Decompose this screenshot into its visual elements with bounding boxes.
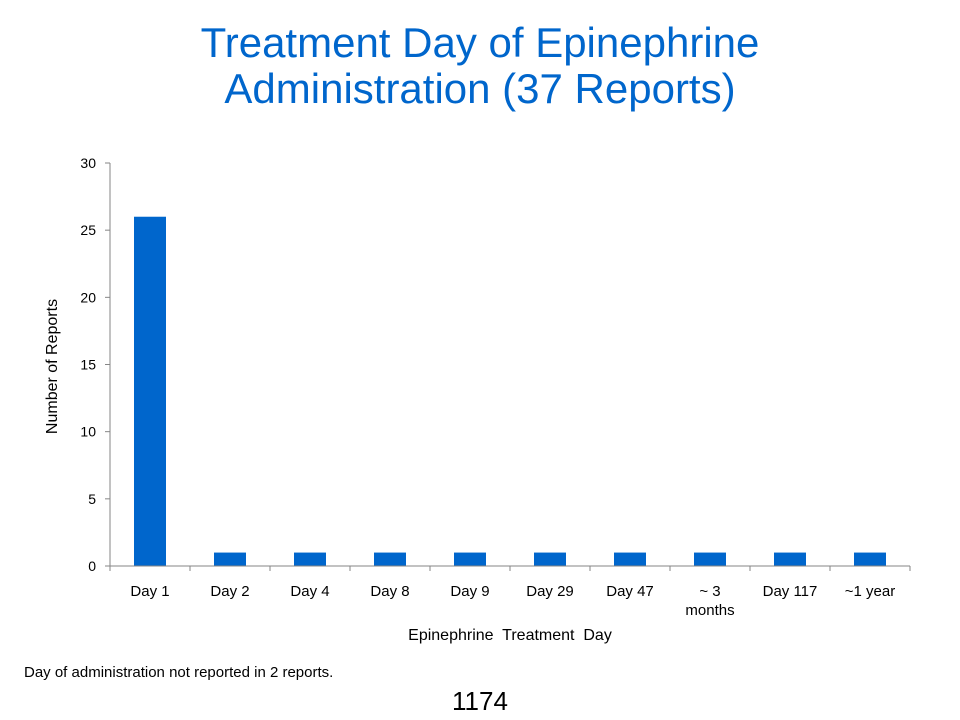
bar <box>694 552 726 566</box>
x-axis: Day 1 Day 2 Day 4 Day 8 Day 9 Day 29 Day 47 ~ 3… <box>109 565 911 619</box>
bar <box>294 552 326 566</box>
x-tick-label: ~1 year <box>845 583 895 600</box>
y-tick-label: 10 <box>80 424 96 440</box>
slide-title-line-1: Treatment Day of Epinephrine <box>200 19 760 66</box>
y-tick-label: 0 <box>88 558 96 574</box>
bar <box>534 552 566 566</box>
x-axis-label: Epinephrine Treatment Day <box>408 627 612 644</box>
y-tick-label: 20 <box>80 289 96 305</box>
bar <box>134 216 166 566</box>
bar <box>374 552 406 566</box>
x-tick-label: Day 1 <box>130 583 169 600</box>
y-tick-label: 5 <box>88 491 96 507</box>
page-number: 1174 <box>452 686 508 716</box>
x-tick-label: Day 47 <box>606 583 654 600</box>
x-tick-label: Day 117 <box>763 583 818 600</box>
bar <box>214 552 246 566</box>
x-tick-label: Day 29 <box>526 583 574 600</box>
x-tick-label: ~ 3 months <box>685 583 734 619</box>
x-tick-label: Day 4 <box>290 583 329 600</box>
slide-title-line-2: Administration (37 Reports) <box>224 65 736 112</box>
bars-group <box>134 216 886 566</box>
bar <box>854 552 886 566</box>
y-axis: 0 5 10 15 20 25 30 <box>80 155 111 574</box>
bar <box>614 552 646 566</box>
footnote: Day of administration not reported in 2 … <box>24 664 334 681</box>
x-tick-label: Day 9 <box>450 583 489 600</box>
x-tick-label: Day 8 <box>370 583 409 600</box>
x-tick-label: Day 2 <box>210 583 249 600</box>
bar <box>774 552 806 566</box>
y-tick-label: 30 <box>80 155 96 171</box>
y-tick-label: 25 <box>80 222 96 238</box>
y-tick-label: 15 <box>80 357 96 373</box>
slide-title: Treatment Day of Epinephrine Administrat… <box>0 20 960 112</box>
bar <box>454 552 486 566</box>
y-axis-label: Number of Reports <box>44 299 61 434</box>
